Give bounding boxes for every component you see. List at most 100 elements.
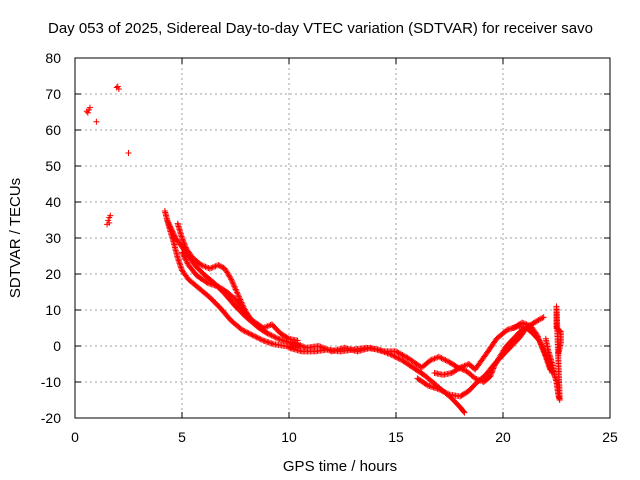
data-point xyxy=(441,356,448,363)
data-point xyxy=(260,325,267,331)
data-point xyxy=(206,265,213,272)
data-point xyxy=(179,235,185,241)
data-point xyxy=(248,331,255,338)
data-point xyxy=(230,282,237,289)
data-point xyxy=(438,387,445,394)
y-tick-label: 0 xyxy=(53,338,61,354)
x-tick-label: 5 xyxy=(178,429,186,445)
data-point xyxy=(442,389,449,396)
data-point xyxy=(230,280,237,287)
data-point xyxy=(321,345,328,352)
data-point xyxy=(393,348,399,355)
y-axis-title: SDTVAR / TECUs xyxy=(7,178,24,298)
data-point xyxy=(106,219,113,226)
data-point xyxy=(555,350,562,357)
data-point xyxy=(257,336,264,343)
data-point xyxy=(242,328,249,335)
data-point xyxy=(290,339,297,346)
data-point xyxy=(398,351,405,358)
data-point xyxy=(202,263,209,270)
data-point xyxy=(166,222,173,229)
data-point xyxy=(250,332,257,339)
data-point xyxy=(534,317,541,324)
data-point xyxy=(229,279,236,286)
y-tick-label: 70 xyxy=(45,86,61,102)
data-point xyxy=(183,259,190,266)
data-point xyxy=(457,364,464,371)
y-tick-label: 50 xyxy=(45,158,61,174)
data-point xyxy=(215,262,222,268)
data-point xyxy=(84,109,91,116)
data-point xyxy=(236,295,243,302)
data-point xyxy=(268,332,275,339)
data-point xyxy=(535,336,542,343)
data-point xyxy=(232,285,239,292)
data-point xyxy=(105,217,112,224)
data-point xyxy=(114,83,121,90)
data-point xyxy=(535,317,542,324)
data-point xyxy=(269,333,276,340)
y-tick-label: 80 xyxy=(45,50,61,66)
y-tick-label: -10 xyxy=(41,374,61,390)
data-point xyxy=(443,357,450,364)
data-point xyxy=(219,264,226,271)
data-point xyxy=(458,364,465,370)
data-point xyxy=(401,353,408,360)
data-point xyxy=(396,350,403,357)
data-point xyxy=(179,236,186,243)
data-point xyxy=(423,381,430,388)
axis-ticks xyxy=(74,57,611,419)
data-point xyxy=(538,343,545,349)
y-tick-label: -20 xyxy=(41,410,61,426)
data-point xyxy=(428,356,435,363)
data-point xyxy=(535,334,542,341)
data-point xyxy=(199,262,206,269)
data-point xyxy=(439,388,446,395)
data-point xyxy=(180,239,187,246)
y-tick-label: 60 xyxy=(45,122,61,138)
data-point xyxy=(241,328,248,335)
data-point xyxy=(318,344,325,351)
data-point xyxy=(254,334,261,341)
data-point xyxy=(539,345,546,352)
data-point xyxy=(235,292,242,299)
data-point xyxy=(431,355,438,362)
data-point xyxy=(534,332,541,339)
data-point xyxy=(539,344,546,351)
data-point xyxy=(234,290,241,297)
data-point xyxy=(297,342,304,349)
data-point xyxy=(233,287,240,294)
data-point xyxy=(442,357,449,364)
data-point xyxy=(181,253,188,260)
data-point xyxy=(403,354,410,361)
x-axis-title: GPS time / hours xyxy=(283,458,397,475)
data-point xyxy=(253,334,260,341)
data-point xyxy=(232,286,239,293)
data-point xyxy=(325,347,332,354)
data-point xyxy=(258,336,265,343)
data-point xyxy=(182,256,189,263)
data-point xyxy=(245,330,252,337)
data-point xyxy=(86,104,93,111)
data-point xyxy=(181,241,188,248)
data-point xyxy=(272,334,279,341)
data-point xyxy=(209,264,216,271)
data-point xyxy=(430,356,437,363)
data-point xyxy=(107,212,114,219)
data-point xyxy=(216,262,223,269)
x-tick-label: 10 xyxy=(281,429,297,445)
data-point xyxy=(167,223,174,230)
data-point xyxy=(437,386,444,393)
x-tick-labels: 0 5 10 15 20 25 xyxy=(71,429,618,445)
data-point xyxy=(435,353,442,360)
data-point xyxy=(427,357,434,364)
data-point xyxy=(165,219,172,226)
data-point xyxy=(396,356,403,363)
data-point xyxy=(198,262,205,268)
data-point xyxy=(180,237,187,244)
data-point xyxy=(228,277,235,284)
data-point xyxy=(263,329,270,336)
data-point xyxy=(249,332,256,339)
data-point xyxy=(227,275,234,282)
data-point xyxy=(537,341,544,348)
